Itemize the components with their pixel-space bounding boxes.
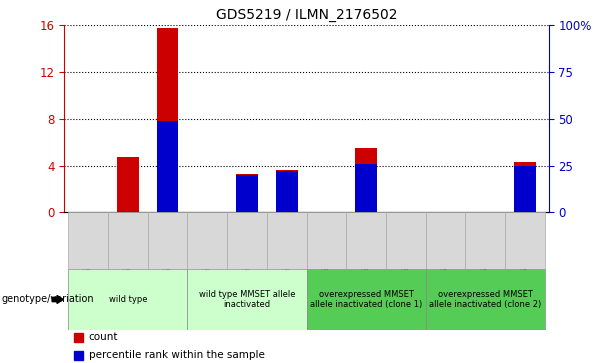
Bar	[157, 121, 178, 212]
Bar	[236, 174, 258, 212]
Text: wild type: wild type	[109, 295, 147, 304]
Bar	[425, 269, 545, 330]
Bar	[386, 212, 425, 269]
Bar	[267, 212, 306, 269]
Bar	[465, 212, 505, 269]
Bar	[346, 212, 386, 269]
Bar	[514, 162, 536, 212]
Bar	[68, 269, 188, 330]
Bar	[148, 212, 188, 269]
Bar	[514, 166, 536, 212]
Bar	[355, 164, 377, 212]
Text: count: count	[88, 332, 118, 342]
Bar	[306, 212, 346, 269]
Text: wild type MMSET allele
inactivated: wild type MMSET allele inactivated	[199, 290, 295, 309]
Text: overexpressed MMSET
allele inactivated (clone 2): overexpressed MMSET allele inactivated (…	[429, 290, 541, 309]
Bar	[355, 148, 377, 212]
Bar	[108, 212, 148, 269]
Bar	[68, 212, 108, 269]
Bar	[227, 212, 267, 269]
Bar	[276, 170, 297, 212]
Bar	[188, 269, 306, 330]
Text: overexpressed MMSET
allele inactivated (clone 1): overexpressed MMSET allele inactivated (…	[310, 290, 422, 309]
Bar	[74, 333, 83, 342]
Bar	[276, 171, 297, 212]
Bar	[306, 269, 425, 330]
Bar	[74, 351, 83, 360]
Bar	[236, 175, 258, 212]
Bar	[157, 28, 178, 212]
Text: percentile rank within the sample: percentile rank within the sample	[88, 350, 264, 360]
Title: GDS5219 / ILMN_2176502: GDS5219 / ILMN_2176502	[216, 8, 397, 22]
Text: genotype/variation: genotype/variation	[2, 294, 94, 305]
Bar	[117, 158, 139, 212]
Bar	[425, 212, 465, 269]
Bar	[505, 212, 545, 269]
Bar	[188, 212, 227, 269]
